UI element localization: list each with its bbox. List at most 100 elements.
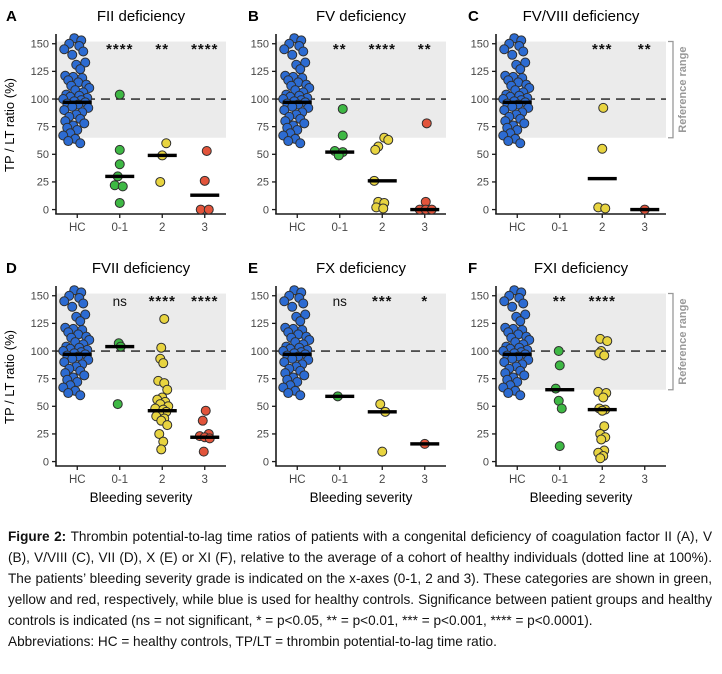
- data-point-blue: [299, 118, 310, 129]
- y-tick-label: 150: [31, 291, 49, 303]
- data-point-blue: [75, 64, 86, 75]
- data-point-green: [114, 89, 125, 100]
- x-tick-label: 0-1: [111, 474, 128, 486]
- median-bar: [147, 409, 177, 413]
- x-tick-label: 0-1: [331, 222, 348, 234]
- data-point-blue: [515, 138, 526, 149]
- significance-label: **: [418, 41, 432, 58]
- data-point-blue: [300, 309, 311, 320]
- y-axis-title: TP / LT ratio (%): [2, 330, 17, 424]
- panel-title: FXI deficiency: [534, 260, 629, 277]
- data-point-green: [337, 130, 348, 141]
- median-bar: [545, 388, 575, 392]
- significance-label: ****: [191, 293, 218, 310]
- data-point-yellow: [597, 143, 608, 154]
- y-tick-label: 0: [263, 204, 269, 216]
- x-tick-label: 3: [642, 474, 648, 486]
- data-point-red: [201, 145, 212, 156]
- data-point-yellow: [598, 392, 609, 403]
- significance-label: ns: [113, 294, 128, 309]
- reference-range-label: Reference range: [677, 47, 689, 133]
- median-bar: [147, 153, 177, 158]
- data-point-red: [198, 446, 209, 457]
- x-tick-label: 0-1: [331, 474, 348, 486]
- caption-abbreviations: Abbreviations: HC = healthy controls, TP…: [8, 634, 497, 650]
- data-point-blue: [518, 46, 529, 57]
- y-tick-label: 150: [471, 291, 489, 303]
- x-tick-label: 0-1: [551, 222, 568, 234]
- significance-label: *: [421, 293, 428, 310]
- x-axis-title: Bleeding severity: [530, 490, 633, 505]
- data-point-blue: [283, 388, 294, 399]
- y-tick-label: 100: [31, 94, 49, 106]
- data-point-blue: [78, 46, 89, 57]
- data-point-yellow: [154, 428, 165, 439]
- median-bar: [502, 352, 532, 357]
- data-point-blue: [63, 388, 74, 399]
- y-tick-label: 125: [31, 66, 49, 78]
- y-tick-label: 25: [37, 177, 49, 189]
- data-point-blue: [515, 64, 526, 75]
- y-tick-label: 0: [483, 456, 489, 468]
- data-point-red: [197, 415, 208, 426]
- panel-title: FX deficiency: [316, 260, 407, 277]
- significance-label: ***: [372, 293, 393, 310]
- data-point-blue: [79, 118, 90, 129]
- significance-label: ****: [589, 293, 616, 310]
- data-point-yellow: [155, 176, 166, 187]
- data-point-blue: [520, 57, 531, 68]
- y-tick-label: 25: [257, 429, 269, 441]
- y-tick-label: 125: [471, 318, 489, 330]
- y-tick-label: 0: [263, 456, 269, 468]
- data-point-blue: [518, 298, 529, 309]
- data-point-yellow: [602, 336, 613, 347]
- data-point-green: [112, 399, 123, 410]
- x-tick-label: 3: [642, 222, 648, 234]
- y-tick-label: 50: [477, 149, 489, 161]
- panel-title: FVII deficiency: [92, 260, 191, 277]
- panel-f-chart: 0 25 50 75 100 125 150 HC 0-1 2 3 F FXI deficiency Bl…: [468, 260, 689, 505]
- data-point-blue: [80, 57, 91, 68]
- significance-label: ***: [592, 41, 613, 58]
- y-tick-label: 50: [257, 401, 269, 413]
- data-point-blue: [299, 370, 310, 381]
- y-tick-label: 50: [37, 149, 49, 161]
- data-point-blue: [279, 296, 290, 307]
- data-point-yellow: [162, 420, 173, 431]
- data-point-blue: [287, 301, 298, 312]
- median-bar: [105, 174, 135, 179]
- y-tick-label: 75: [257, 121, 269, 133]
- median-bar: [410, 442, 440, 446]
- data-point-blue: [499, 44, 510, 55]
- data-point-blue: [300, 57, 311, 68]
- figure-2: 0 25 50 75 100 125 150 HC 0-1 2 3 A FII deficiency TP…: [2, 4, 722, 650]
- data-point-blue: [80, 309, 91, 320]
- data-point-blue: [295, 138, 306, 149]
- median-bar: [587, 407, 617, 412]
- y-tick-label: 50: [477, 401, 489, 413]
- data-point-yellow: [595, 453, 606, 464]
- data-point-blue: [503, 388, 514, 399]
- data-point-blue: [279, 44, 290, 55]
- data-point-yellow: [377, 446, 388, 457]
- data-point-green: [114, 159, 125, 170]
- data-point-blue: [279, 105, 290, 116]
- data-point-green: [114, 144, 125, 155]
- significance-label: ****: [149, 293, 176, 310]
- panel-title: FV deficiency: [316, 8, 407, 25]
- data-point-blue: [59, 357, 70, 368]
- data-point-blue: [79, 370, 90, 381]
- y-tick-label: 150: [251, 291, 269, 303]
- data-point-blue: [507, 49, 518, 60]
- significance-label: ****: [106, 41, 133, 58]
- data-point-blue: [519, 370, 530, 381]
- panel-row-top: 0 25 50 75 100 125 150 HC 0-1 2 3 A FII deficiency TP…: [2, 4, 722, 256]
- y-tick-label: 100: [471, 346, 489, 358]
- y-tick-label: 150: [471, 39, 489, 51]
- data-point-blue: [279, 357, 290, 368]
- significance-label: ns: [333, 294, 348, 309]
- significance-label: ****: [191, 41, 218, 58]
- data-point-yellow: [378, 203, 389, 214]
- y-tick-label: 100: [251, 94, 269, 106]
